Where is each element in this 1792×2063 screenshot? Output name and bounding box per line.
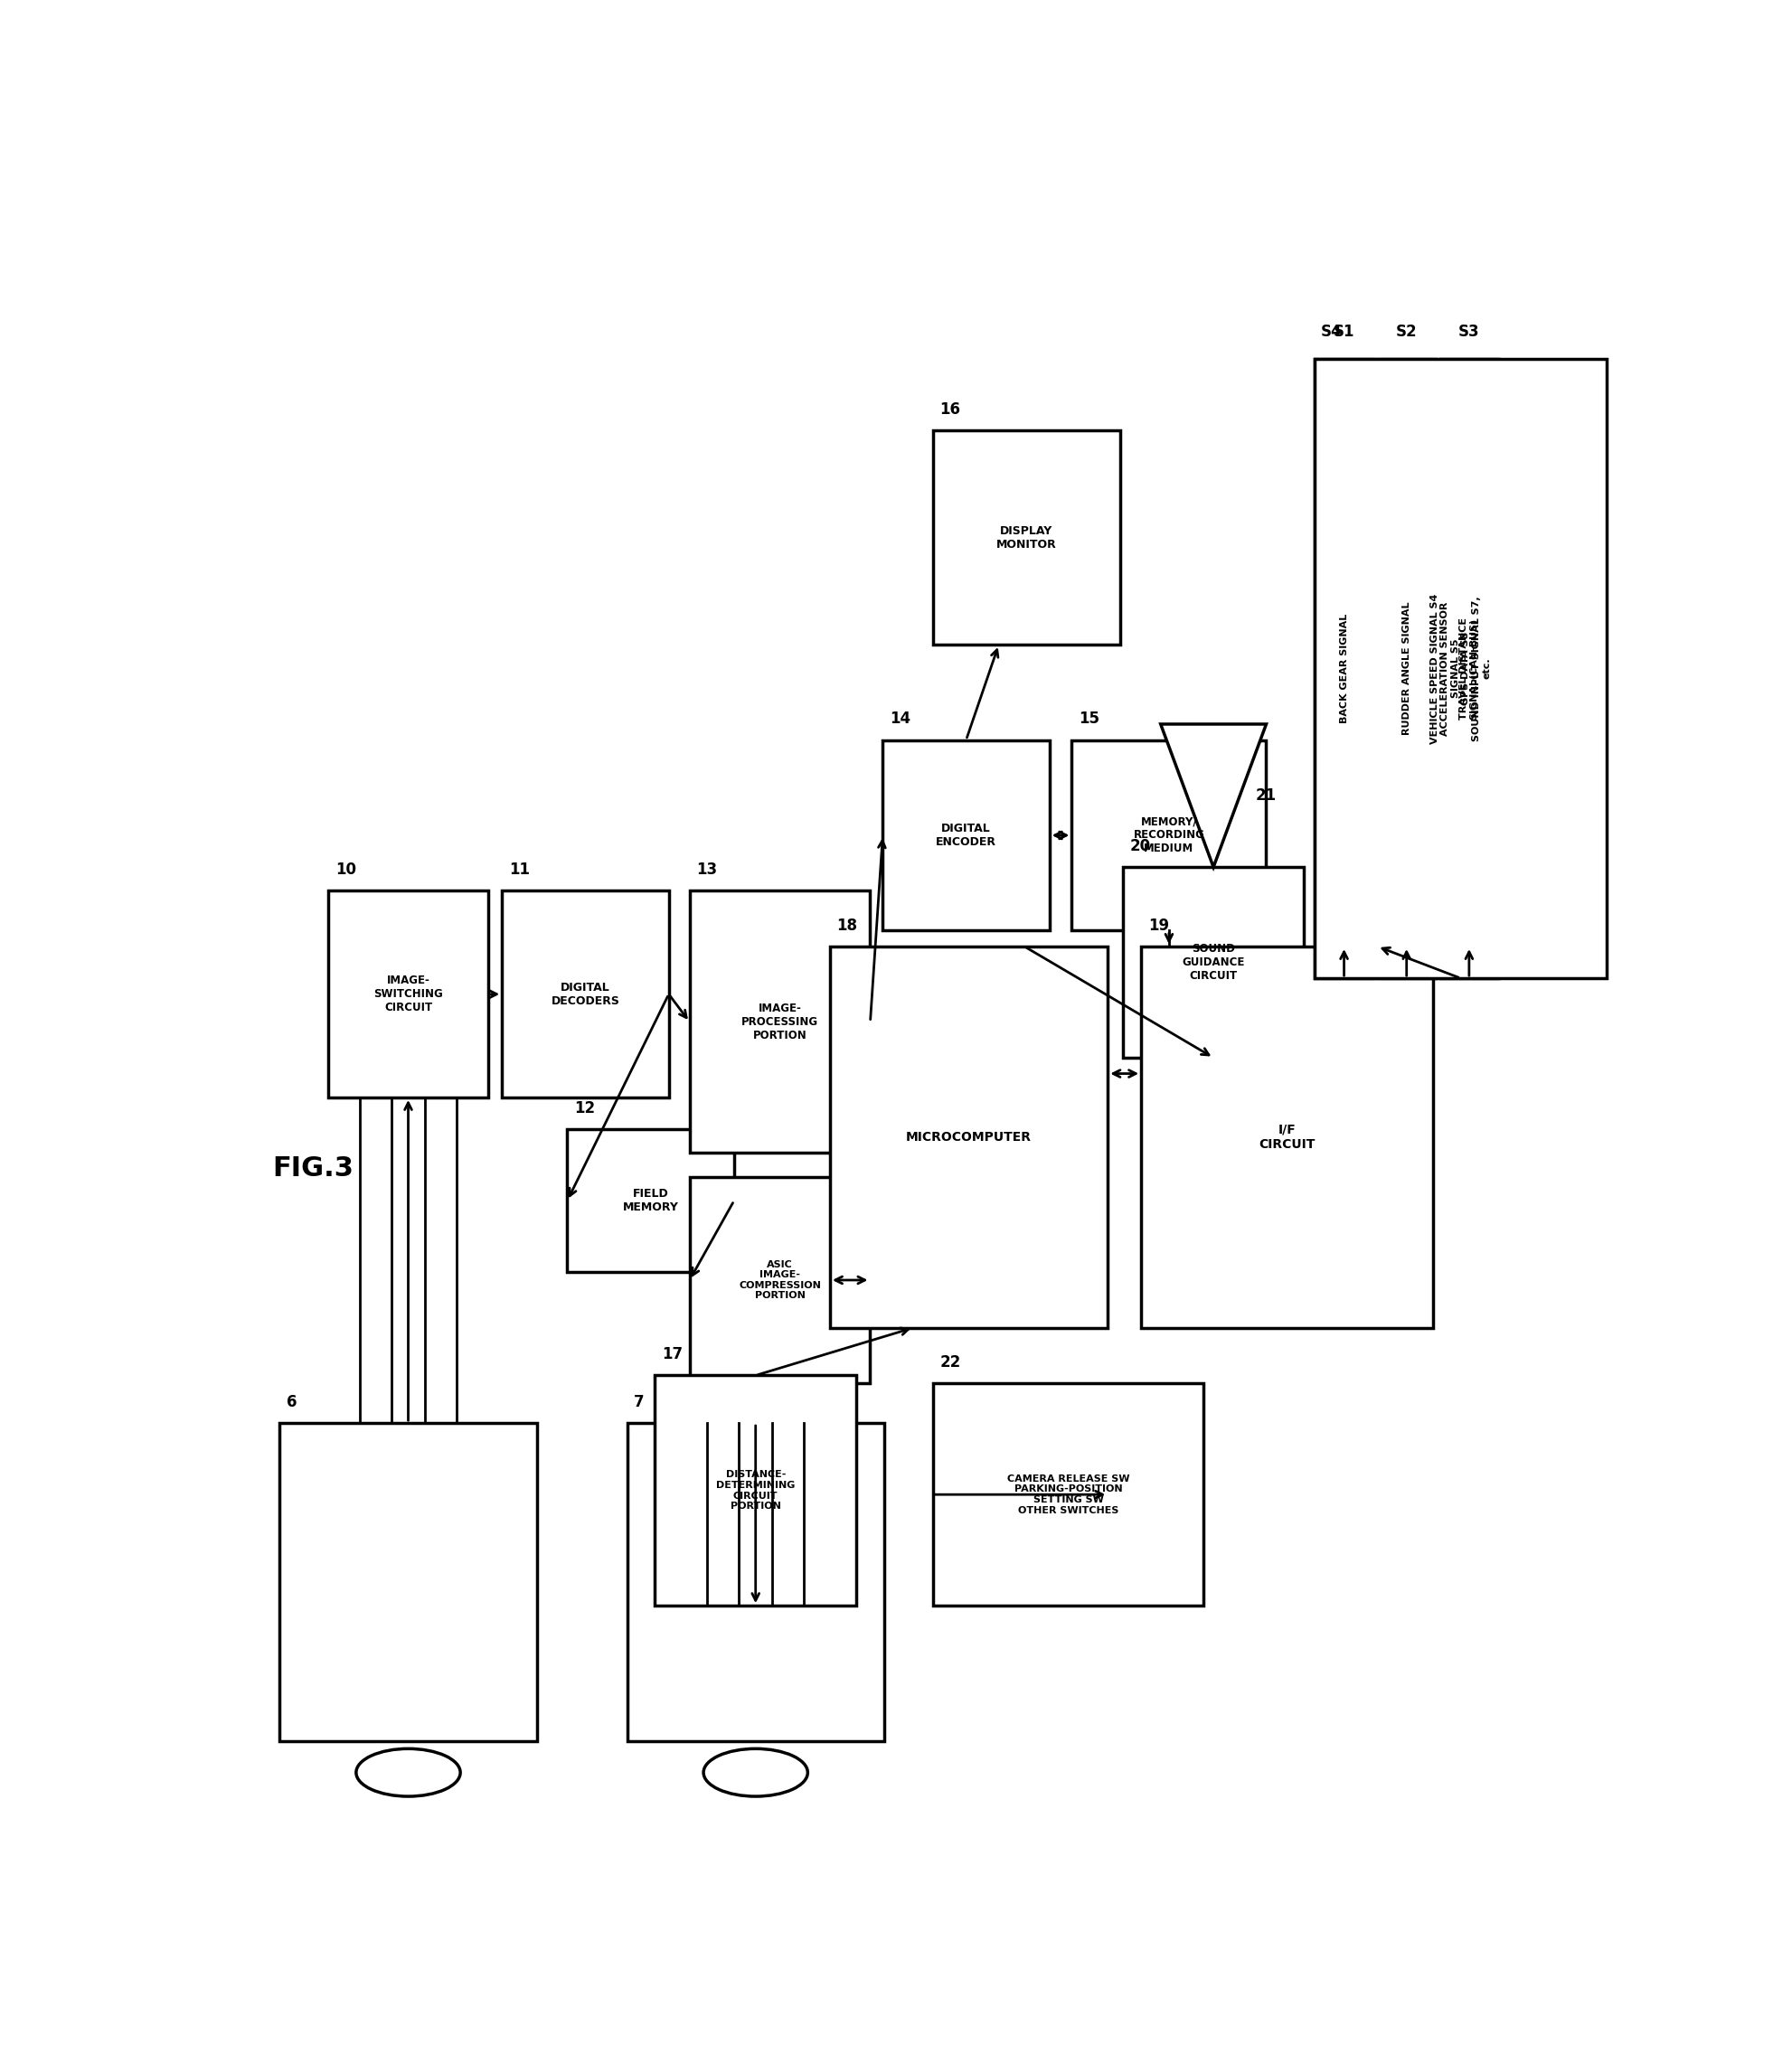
Text: DISPLAY
MONITOR: DISPLAY MONITOR: [996, 524, 1055, 551]
Text: 16: 16: [939, 402, 961, 417]
Text: ASIC
IMAGE-
COMPRESSION
PORTION: ASIC IMAGE- COMPRESSION PORTION: [738, 1260, 821, 1300]
Text: 13: 13: [695, 862, 717, 879]
Text: 18: 18: [837, 918, 857, 935]
Bar: [882, 741, 1048, 930]
Bar: [932, 1384, 1202, 1605]
Bar: [1439, 359, 1498, 978]
Bar: [1376, 359, 1435, 978]
Bar: [1314, 359, 1606, 978]
Bar: [328, 891, 487, 1098]
Polygon shape: [1159, 724, 1265, 866]
Text: RUDDER ANGLE SIGNAL: RUDDER ANGLE SIGNAL: [1401, 602, 1410, 734]
Text: 10: 10: [335, 862, 357, 879]
Text: 21: 21: [1254, 788, 1276, 805]
Text: S1: S1: [1333, 324, 1355, 340]
Bar: [830, 947, 1107, 1329]
Bar: [1122, 866, 1303, 1058]
Bar: [690, 1176, 869, 1384]
Text: FIELD
MEMORY: FIELD MEMORY: [622, 1188, 679, 1213]
Text: S4: S4: [1319, 324, 1340, 340]
Text: 7: 7: [634, 1395, 643, 1411]
Bar: [1142, 947, 1432, 1329]
Text: DISTANCE-
DETERMINING
CIRCUIT
PORTION: DISTANCE- DETERMINING CIRCUIT PORTION: [715, 1471, 794, 1510]
Text: 22: 22: [939, 1355, 961, 1370]
Text: MICROCOMPUTER: MICROCOMPUTER: [905, 1131, 1030, 1143]
Text: S3: S3: [1457, 324, 1478, 340]
Text: S2: S2: [1396, 324, 1416, 340]
Text: 17: 17: [661, 1347, 683, 1364]
Text: BACK GEAR SIGNAL: BACK GEAR SIGNAL: [1339, 613, 1348, 724]
Ellipse shape: [357, 1749, 461, 1797]
Text: DIGITAL
ENCODER: DIGITAL ENCODER: [935, 823, 996, 848]
Text: 12: 12: [573, 1100, 595, 1116]
Bar: [1072, 741, 1265, 930]
Text: I/F
CIRCUIT: I/F CIRCUIT: [1258, 1124, 1315, 1151]
Bar: [932, 431, 1120, 644]
Text: 6: 6: [287, 1395, 297, 1411]
Text: TRAVEL DISTANCE
SIGNAL(CAN-BUS): TRAVEL DISTANCE SIGNAL(CAN-BUS): [1459, 617, 1478, 720]
Ellipse shape: [702, 1749, 806, 1797]
Text: DIGITAL
DECODERS: DIGITAL DECODERS: [550, 982, 620, 1007]
Text: FIG.3: FIG.3: [272, 1155, 353, 1182]
Text: MEMORY/
RECORDING
MEDIUM: MEMORY/ RECORDING MEDIUM: [1133, 815, 1204, 854]
Text: SOUND
GUIDANCE
CIRCUIT: SOUND GUIDANCE CIRCUIT: [1181, 943, 1244, 982]
Text: 19: 19: [1147, 918, 1168, 935]
Bar: [1314, 359, 1373, 978]
Bar: [654, 1376, 857, 1605]
Text: 14: 14: [889, 712, 910, 728]
Bar: [280, 1423, 536, 1741]
Text: 20: 20: [1129, 838, 1150, 854]
Text: IMAGE-
PROCESSING
PORTION: IMAGE- PROCESSING PORTION: [742, 1003, 817, 1042]
Text: 11: 11: [509, 862, 529, 879]
Text: CAMERA RELEASE SW
PARKING-POSITION
SETTING SW
OTHER SWITCHES: CAMERA RELEASE SW PARKING-POSITION SETTI…: [1007, 1475, 1129, 1514]
Bar: [502, 891, 668, 1098]
Text: IMAGE-
SWITCHING
CIRCUIT: IMAGE- SWITCHING CIRCUIT: [373, 974, 443, 1013]
Bar: [566, 1128, 733, 1273]
Text: VEHICLE SPEED SIGNAL S4
ACCELERATION SENSOR
SIGNAL S5
GPS DATA S8
SOUND INPUT SI: VEHICLE SPEED SIGNAL S4 ACCELERATION SEN…: [1430, 594, 1491, 745]
Bar: [690, 891, 869, 1153]
Bar: [627, 1423, 883, 1741]
Text: 15: 15: [1079, 712, 1098, 728]
